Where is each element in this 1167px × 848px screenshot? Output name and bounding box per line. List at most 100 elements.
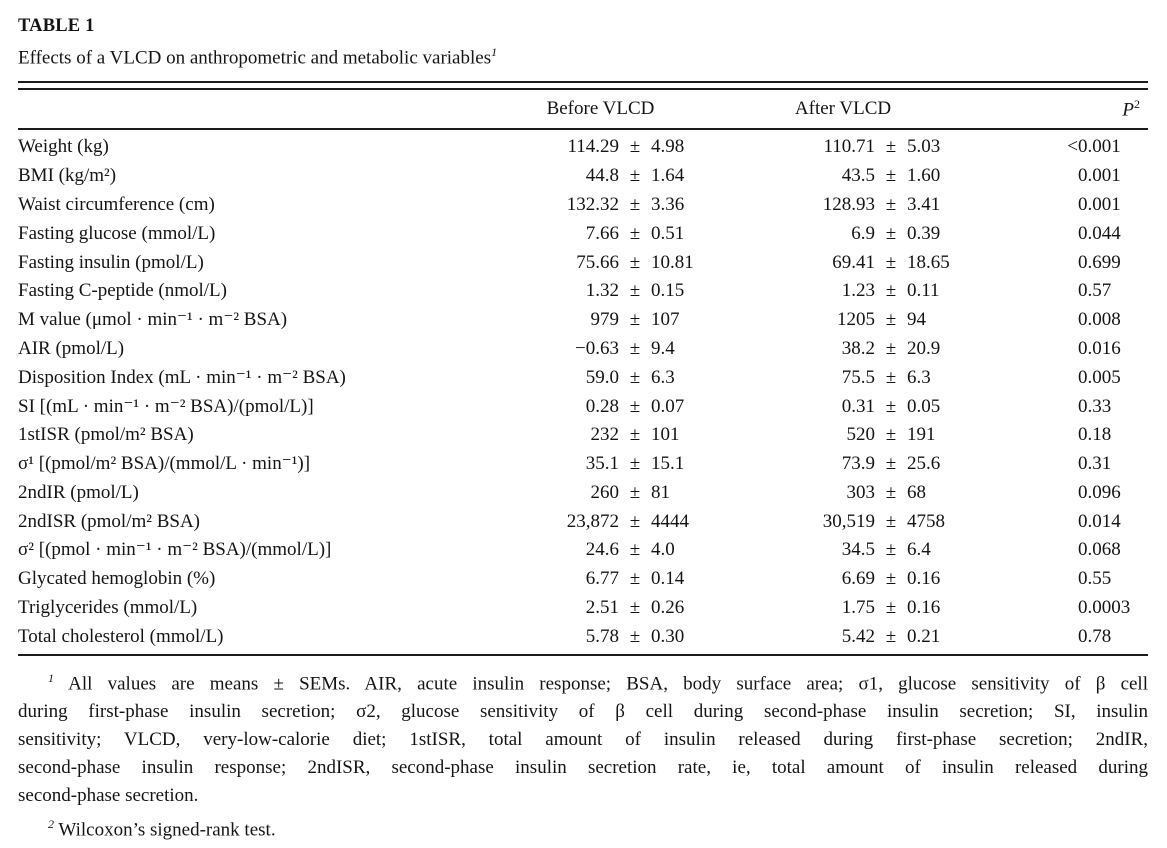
table-row: Fasting C-peptide (nmol/L) 1.32 ±0.15 1.23 ±…: [18, 277, 1148, 306]
mean-value: 34.5: [841, 539, 875, 561]
mean-value: 6.69: [841, 568, 875, 590]
mean-value: 128.93: [822, 193, 875, 215]
variable-label: Waist circumference (cm): [18, 193, 215, 215]
plus-minus-sign: ±: [885, 136, 897, 158]
p-value-cell: 0.57: [993, 277, 1148, 306]
bottom-rule: [18, 653, 1148, 656]
p-value: 0.699: [1078, 251, 1121, 273]
table-header-row: Before VLCD After VLCD P2: [18, 90, 1148, 128]
p-value: 0.18: [1078, 424, 1112, 446]
measurement-cell: 5.78 ±0.30: [468, 623, 733, 652]
top-double-rule: [18, 81, 1148, 91]
sem-value: 6.3: [907, 366, 931, 388]
plus-minus-sign: ±: [885, 510, 897, 532]
table-row: Fasting glucose (mmol/L) 7.66 ±0.51 6.9 ±0.3…: [18, 220, 1148, 249]
plus-minus-sign: ±: [629, 539, 641, 561]
mean-value: 2.51: [585, 597, 619, 619]
measurement-cell: 0.31 ±0.05: [733, 393, 993, 422]
measurement-cell: 2.51 ±0.26: [468, 594, 733, 623]
measurement-cell: 30,519 ±4758: [733, 508, 993, 537]
measurement-cell: 232 ±101: [468, 421, 733, 450]
mean-value: 0.31: [841, 395, 875, 417]
table-row: Glycated hemoglobin (%) 6.77 ±0.14 6.69 ±0.1…: [18, 565, 1148, 594]
table-row: Waist circumference (cm) 132.32 ±3.36 128.9…: [18, 191, 1148, 220]
measurement-cell: 6.69 ±0.16: [733, 565, 993, 594]
sem-value: 81: [651, 481, 670, 503]
footnote-marker: 1: [48, 670, 54, 685]
p-value-cell: 0.005: [993, 364, 1148, 393]
measurement-cell: 59.0 ±6.3: [468, 364, 733, 393]
table-row: Weight (kg) 114.29 ±4.98 110.71 ±5.03 <0.001: [18, 133, 1148, 162]
plus-minus-sign: ±: [629, 481, 641, 503]
p-value: 0.016: [1078, 337, 1121, 359]
variable-label: BMI (kg/m²): [18, 165, 117, 187]
mean-value: 1.23: [841, 280, 875, 302]
plus-minus-sign: ±: [629, 510, 641, 532]
sem-value: 0.21: [907, 625, 941, 647]
plus-minus-sign: ±: [629, 395, 641, 417]
measurement-cell: 520 ±191: [733, 421, 993, 450]
sem-value: 20.9: [907, 337, 941, 359]
variable-label: Disposition Index (mL · min⁻¹ · m⁻² BSA): [18, 366, 346, 388]
mean-value: 43.5: [841, 165, 875, 187]
table-row: BMI (kg/m²) 44.8 ±1.64 43.5 ±1.60 0.001: [18, 162, 1148, 191]
sem-value: 0.11: [907, 280, 940, 302]
p-value-cell: 0.18: [993, 421, 1148, 450]
p-value-cell: 0.044: [993, 220, 1148, 249]
plus-minus-sign: ±: [629, 625, 641, 647]
variable-label: 1stISR (pmol/m² BSA): [18, 424, 194, 446]
p-value: 0.005: [1078, 366, 1121, 388]
mean-value: 1.75: [841, 597, 875, 619]
sem-value: 0.07: [651, 395, 685, 417]
p-value: 0.096: [1078, 481, 1121, 503]
mean-value: 1205: [837, 309, 875, 331]
plus-minus-sign: ±: [629, 568, 641, 590]
mean-value: 24.6: [585, 539, 619, 561]
plus-minus-sign: ±: [885, 625, 897, 647]
mean-value: 59.0: [585, 366, 619, 388]
mean-value: 0.28: [585, 395, 619, 417]
less-than-sign: <: [1067, 136, 1078, 158]
measurement-cell: 7.66 ±0.51: [468, 220, 733, 249]
sem-value: 0.16: [907, 597, 941, 619]
plus-minus-sign: ±: [885, 568, 897, 590]
sem-value: 25.6: [907, 453, 941, 475]
sem-value: 4.0: [651, 539, 675, 561]
plus-minus-sign: ±: [885, 597, 897, 619]
table-row: Total cholesterol (mmol/L) 5.78 ±0.30 5.42 ±…: [18, 623, 1148, 652]
table-row: 2ndISR (pmol/m² BSA) 23,872 ±4444 30,519 ±47…: [18, 508, 1148, 537]
mean-value: 44.8: [585, 165, 619, 187]
plus-minus-sign: ±: [629, 222, 641, 244]
sem-value: 0.15: [651, 280, 685, 302]
mean-value: 35.1: [585, 453, 619, 475]
p-label: P: [1122, 99, 1134, 121]
measurement-cell: 38.2 ±20.9: [733, 335, 993, 364]
mean-value: 303: [846, 481, 876, 503]
mean-value: 114.29: [567, 136, 619, 158]
mean-value: 38.2: [841, 337, 875, 359]
mean-value: 232: [590, 424, 620, 446]
plus-minus-sign: ±: [885, 337, 897, 359]
mean-value: 6.9: [851, 222, 875, 244]
variable-label: Total cholesterol (mmol/L): [18, 625, 224, 647]
variable-label: Fasting insulin (pmol/L): [18, 251, 204, 273]
sem-value: 101: [651, 424, 680, 446]
variable-label: σ¹ [(pmol/m² BSA)/(mmol/L · min⁻¹)]: [18, 453, 311, 475]
measurement-cell: 260 ±81: [468, 479, 733, 508]
plus-minus-sign: ±: [885, 366, 897, 388]
mean-value: 5.78: [585, 625, 619, 647]
measurement-cell: 34.5 ±6.4: [733, 536, 993, 565]
measurement-cell: 1.75 ±0.16: [733, 594, 993, 623]
plus-minus-sign: ±: [629, 193, 641, 215]
p-value-cell: 0.008: [993, 306, 1148, 335]
p-value: 0.57: [1078, 280, 1112, 302]
sem-value: 3.41: [907, 193, 941, 215]
measurement-cell: 23,872 ±4444: [468, 508, 733, 537]
measurement-cell: 75.66 ±10.81: [468, 249, 733, 278]
mean-value: 30,519: [822, 510, 875, 532]
p-value-cell: <0.001: [993, 133, 1148, 162]
plus-minus-sign: ±: [885, 280, 897, 302]
footnote-line: during first-phase insulin secretion; σ2…: [18, 701, 1148, 722]
measurement-cell: 35.1 ±15.1: [468, 450, 733, 479]
measurement-cell: 73.9 ±25.6: [733, 450, 993, 479]
